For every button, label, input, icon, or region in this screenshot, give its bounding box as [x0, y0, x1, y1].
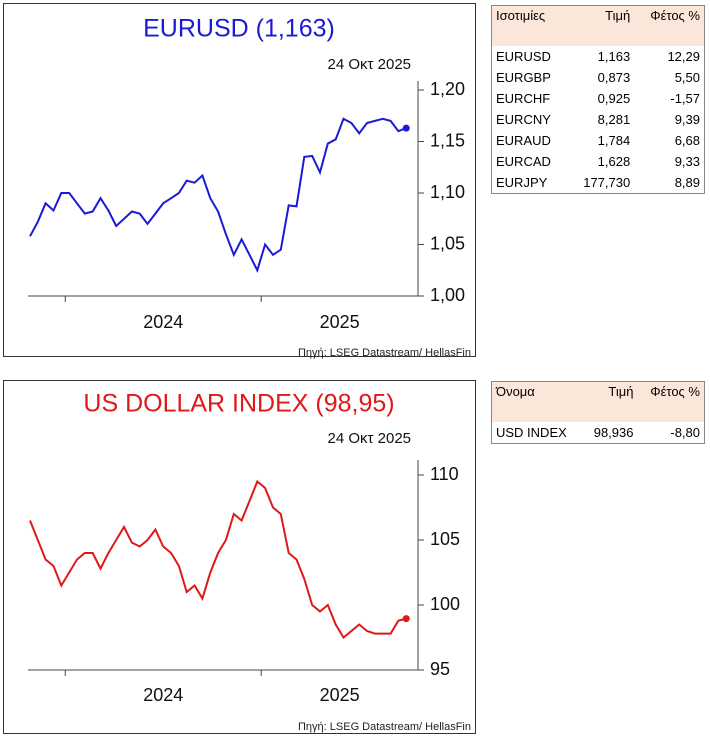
- cell: EURGBP: [496, 70, 551, 85]
- y-tick-label: 95: [430, 659, 450, 679]
- cell: Φέτος %: [634, 5, 705, 46]
- cell: 0,925: [597, 91, 631, 106]
- x-tick-label: 2025: [320, 685, 360, 705]
- cell: EURCAD: [496, 154, 551, 169]
- y-tick-label: 1,05: [430, 233, 465, 253]
- y-tick-label: 105: [430, 529, 460, 549]
- chart-frame: [3, 380, 476, 734]
- chart: US DOLLAR INDEX (98,95) 24 Οκτ 2025 Πηγή: …: [3, 380, 476, 734]
- source: Πηγή: LSEG Datastream/ HellasFin: [298, 721, 471, 733]
- cell: EURJPY: [496, 175, 548, 190]
- header-row: Όνομα Τιμή Φέτος %: [491, 381, 705, 422]
- chart-title: US DOLLAR INDEX (98,95): [83, 390, 394, 418]
- cell: 177,730: [583, 175, 631, 190]
- x-tick-label: 2025: [320, 312, 360, 332]
- y-tick-label: 1,15: [430, 130, 465, 150]
- cell: EURUSD: [496, 49, 551, 64]
- row: EURCAD 1,628 9,33: [492, 151, 705, 172]
- row: EURJPY 177,730 8,89: [492, 172, 705, 194]
- cell: -8,80: [670, 425, 700, 440]
- header-row: Ισοτιμίες Τιμή Φέτος %: [491, 5, 705, 46]
- last-point: [402, 615, 410, 623]
- chart-subtitle: 24 Οκτ 2025: [328, 430, 411, 447]
- cell: 9,39: [674, 112, 700, 127]
- cell: USD INDEX: [496, 425, 567, 440]
- row: EURGBP 0,873 5,50: [492, 67, 705, 88]
- cell: Φέτος %: [637, 381, 705, 422]
- cell: EURCNY: [496, 112, 551, 127]
- row: EURCNY 8,281 9,39: [492, 109, 705, 130]
- row: EURAUD 1,784 6,68: [492, 130, 705, 151]
- chart-frame: [3, 3, 476, 357]
- y-tick-label: 1,10: [430, 182, 465, 202]
- x-tick-label: 2024: [143, 312, 183, 332]
- series-line: [29, 117, 407, 273]
- cell: EURCHF: [496, 91, 551, 106]
- cell: Τιμή: [567, 5, 635, 46]
- cell: Τιμή: [582, 381, 638, 422]
- source: Πηγή: LSEG Datastream/ HellasFin: [298, 347, 471, 359]
- cell: 0,873: [597, 70, 631, 85]
- y-tick-label: 110: [430, 464, 459, 484]
- y-tick-label: 1,20: [430, 79, 465, 99]
- x-tick-label: 2024: [143, 685, 183, 705]
- cell: -1,57: [670, 91, 700, 106]
- cell: 98,936: [593, 425, 634, 440]
- cell: 1,784: [597, 133, 631, 148]
- cell: 5,50: [674, 70, 700, 85]
- row: EURUSD 1,163 12,29: [492, 46, 705, 67]
- row: EURCHF 0,925 -1,57: [492, 88, 705, 109]
- last-point: [402, 124, 410, 132]
- cell: 12,29: [667, 49, 700, 64]
- y-tick-label: 1,00: [430, 285, 465, 305]
- fx-table: Ισοτιμίες Τιμή Φέτος % EURUSD 1,163 12,29 EURG…: [491, 5, 705, 194]
- cell: Ισοτιμίες: [491, 5, 568, 46]
- chart-subtitle: 24 Οκτ 2025: [328, 56, 411, 73]
- cell: 6,68: [674, 133, 700, 148]
- cell: 9,33: [674, 154, 700, 169]
- row: USD INDEX 98,936 -8,80: [492, 422, 705, 444]
- y-tick-label: 100: [430, 594, 460, 614]
- series-line: [29, 479, 407, 640]
- chart: EURUSD (1,163) 24 Οκτ 2025 Πηγή: LSEG Data…: [3, 3, 476, 359]
- index-table: Όνομα Τιμή Φέτος % USD INDEX 98,936 -8,80: [491, 381, 705, 444]
- cell: 1,628: [597, 154, 631, 169]
- chart-title: EURUSD (1,163): [143, 15, 335, 43]
- cell: 8,89: [674, 175, 700, 190]
- cell: EURAUD: [496, 133, 551, 148]
- cell: 1,163: [597, 49, 631, 64]
- cell: 8,281: [597, 112, 631, 127]
- cell: Όνομα: [491, 381, 583, 422]
